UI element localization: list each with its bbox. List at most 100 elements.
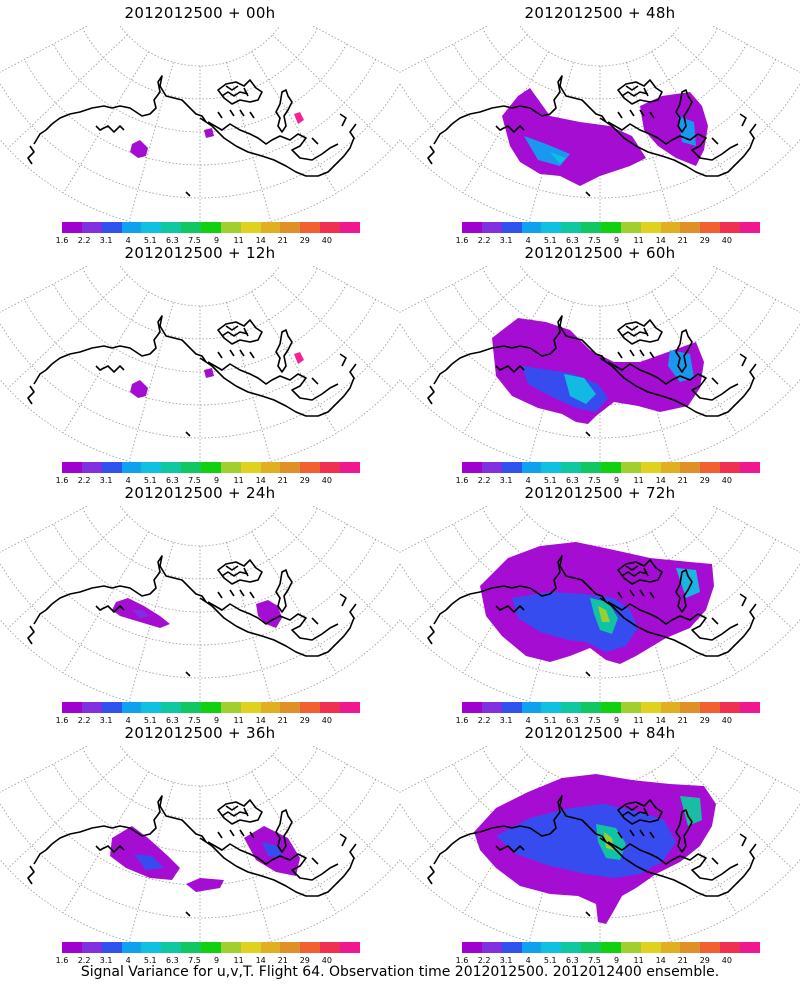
variance-field (110, 826, 300, 892)
polar-map (0, 26, 400, 226)
variance-contour (502, 88, 646, 186)
colorbar-tick-label: 40 (321, 716, 332, 725)
colorbar-swatch (501, 462, 522, 473)
panel-title: 2012012500 + 12h (124, 244, 276, 262)
graticule (0, 266, 400, 466)
colorbar-tick-label: 9 (613, 716, 620, 725)
colorbar-tick-label: 9 (213, 716, 220, 725)
colorbar-tick-label: 29 (299, 476, 310, 485)
colorbar-swatch (320, 942, 341, 953)
colorbar-tick-label: 11 (233, 476, 244, 485)
colorbar-swatch (181, 702, 202, 713)
colorbar-swatch (501, 222, 522, 233)
colorbar-swatch (81, 222, 102, 233)
colorbar-tick-label: 14 (655, 236, 666, 245)
colorbar-swatch (300, 942, 321, 953)
colorbar-swatch (260, 702, 281, 713)
colorbar-swatch (501, 942, 522, 953)
colorbar-swatch (201, 222, 221, 233)
colorbar-tick-label: 29 (699, 236, 710, 245)
colorbar-swatch (121, 702, 142, 713)
colorbar-swatch (340, 702, 360, 713)
colorbar-ticks: 1.6 2.2 3.1 4 5.1 6.3 7.5 9 11 14 21 29 40 (456, 236, 760, 246)
colorbar (462, 222, 760, 233)
colorbar-swatch (521, 462, 542, 473)
colorbar-tick-label: 7.5 (588, 716, 601, 725)
colorbar-swatch (481, 702, 502, 713)
colorbar-tick-label: 21 (677, 716, 688, 725)
panel-title: 2012012500 + 72h (524, 484, 676, 502)
colorbar-tick-label: 40 (721, 716, 732, 725)
colorbar (62, 942, 360, 953)
colorbar-ticks: 1.6 2.2 3.1 4 5.1 6.3 7.5 9 11 14 21 29 40 (56, 716, 360, 726)
colorbar-swatch (81, 462, 102, 473)
colorbar-tick-label: 9 (613, 476, 620, 485)
colorbar-ticks: 1.6 2.2 3.1 4 5.1 6.3 7.5 9 11 14 21 29 40 (56, 476, 360, 486)
colorbar-ticks: 1.6 2.2 3.1 4 5.1 6.3 7.5 9 11 14 21 29 40 (456, 716, 760, 726)
colorbar-swatch (220, 462, 241, 473)
colorbar-ticks: 1.6 2.2 3.1 4 5.1 6.3 7.5 9 11 14 21 29 40 (456, 476, 760, 486)
colorbar-tick-label: 3.1 (99, 476, 113, 485)
colorbar-tick-label: 2.2 (477, 716, 491, 725)
colorbar-tick-label: 4 (125, 476, 131, 485)
colorbar-tick-label: 6.3 (565, 716, 579, 725)
map-panel-p48: 2012012500 + 48h 1.6 2.2 3.1 4 5.1 6.3 7.5 9 11 14… (400, 0, 800, 248)
colorbar-tick-label: 3.1 (99, 956, 113, 965)
colorbar-swatch (141, 462, 162, 473)
colorbar-tick-label: 21 (677, 956, 688, 965)
colorbar-tick-label: 5.1 (143, 236, 157, 245)
colorbar-tick-label: 21 (277, 236, 288, 245)
colorbar-tick-label: 21 (277, 956, 288, 965)
coastline (27, 75, 357, 197)
colorbar-swatch (121, 462, 142, 473)
colorbar-tick-label: 3.1 (99, 716, 113, 725)
colorbar-tick-label: 21 (277, 716, 288, 725)
colorbar-tick-label: 2.2 (77, 476, 91, 485)
variance-contour (186, 878, 224, 892)
colorbar-swatch (181, 222, 202, 233)
colorbar-swatch (481, 222, 502, 233)
panel-title: 2012012500 + 24h (124, 484, 276, 502)
colorbar-tick-label: 11 (233, 956, 244, 965)
coastline (27, 795, 357, 917)
coastline (27, 315, 357, 437)
colorbar-swatch (201, 942, 221, 953)
colorbar-swatch (220, 222, 241, 233)
colorbar-swatch (280, 462, 301, 473)
colorbar-swatch (141, 222, 162, 233)
colorbar-tick-label: 5.1 (543, 716, 557, 725)
colorbar-swatch (201, 462, 221, 473)
colorbar-swatch (521, 222, 542, 233)
colorbar-swatch (320, 702, 341, 713)
colorbar-swatch (581, 702, 602, 713)
colorbar-tick-label: 3.1 (499, 236, 513, 245)
colorbar-tick-label: 1.6 (55, 236, 69, 245)
colorbar-swatch (280, 942, 301, 953)
panel-title: 2012012500 + 48h (524, 4, 676, 22)
map-panel-p24: 2012012500 + 24h 1.6 2.2 3.1 4 5.1 6.3 7.5 9 11 14… (0, 480, 400, 728)
colorbar-tick-label: 1.6 (455, 956, 469, 965)
colorbar-swatch (101, 942, 122, 953)
polar-map (0, 266, 400, 466)
variance-contour (256, 600, 282, 628)
colorbar-swatch (740, 222, 760, 233)
colorbar-swatch (581, 222, 602, 233)
colorbar-swatch (121, 942, 142, 953)
coastline (427, 555, 757, 677)
colorbar-swatch (101, 222, 122, 233)
variance-contour (204, 128, 214, 138)
colorbar-tick-label: 1.6 (55, 716, 69, 725)
colorbar-tick-label: 29 (699, 956, 710, 965)
colorbar-swatch (501, 702, 522, 713)
colorbar-tick-label: 5.1 (143, 716, 157, 725)
colorbar (462, 462, 760, 473)
colorbar-tick-label: 21 (277, 476, 288, 485)
polar-map (0, 506, 400, 706)
map-panel-p36: 2012012500 + 36h 1.6 2.2 3.1 4 5.1 6.3 7.5 9 11 14… (0, 720, 400, 968)
colorbar-swatch (240, 222, 261, 233)
colorbar-tick-label: 7.5 (588, 236, 601, 245)
colorbar-swatch (62, 942, 82, 953)
colorbar-swatch (181, 462, 202, 473)
colorbar (62, 702, 360, 713)
variance-contour (640, 92, 708, 166)
